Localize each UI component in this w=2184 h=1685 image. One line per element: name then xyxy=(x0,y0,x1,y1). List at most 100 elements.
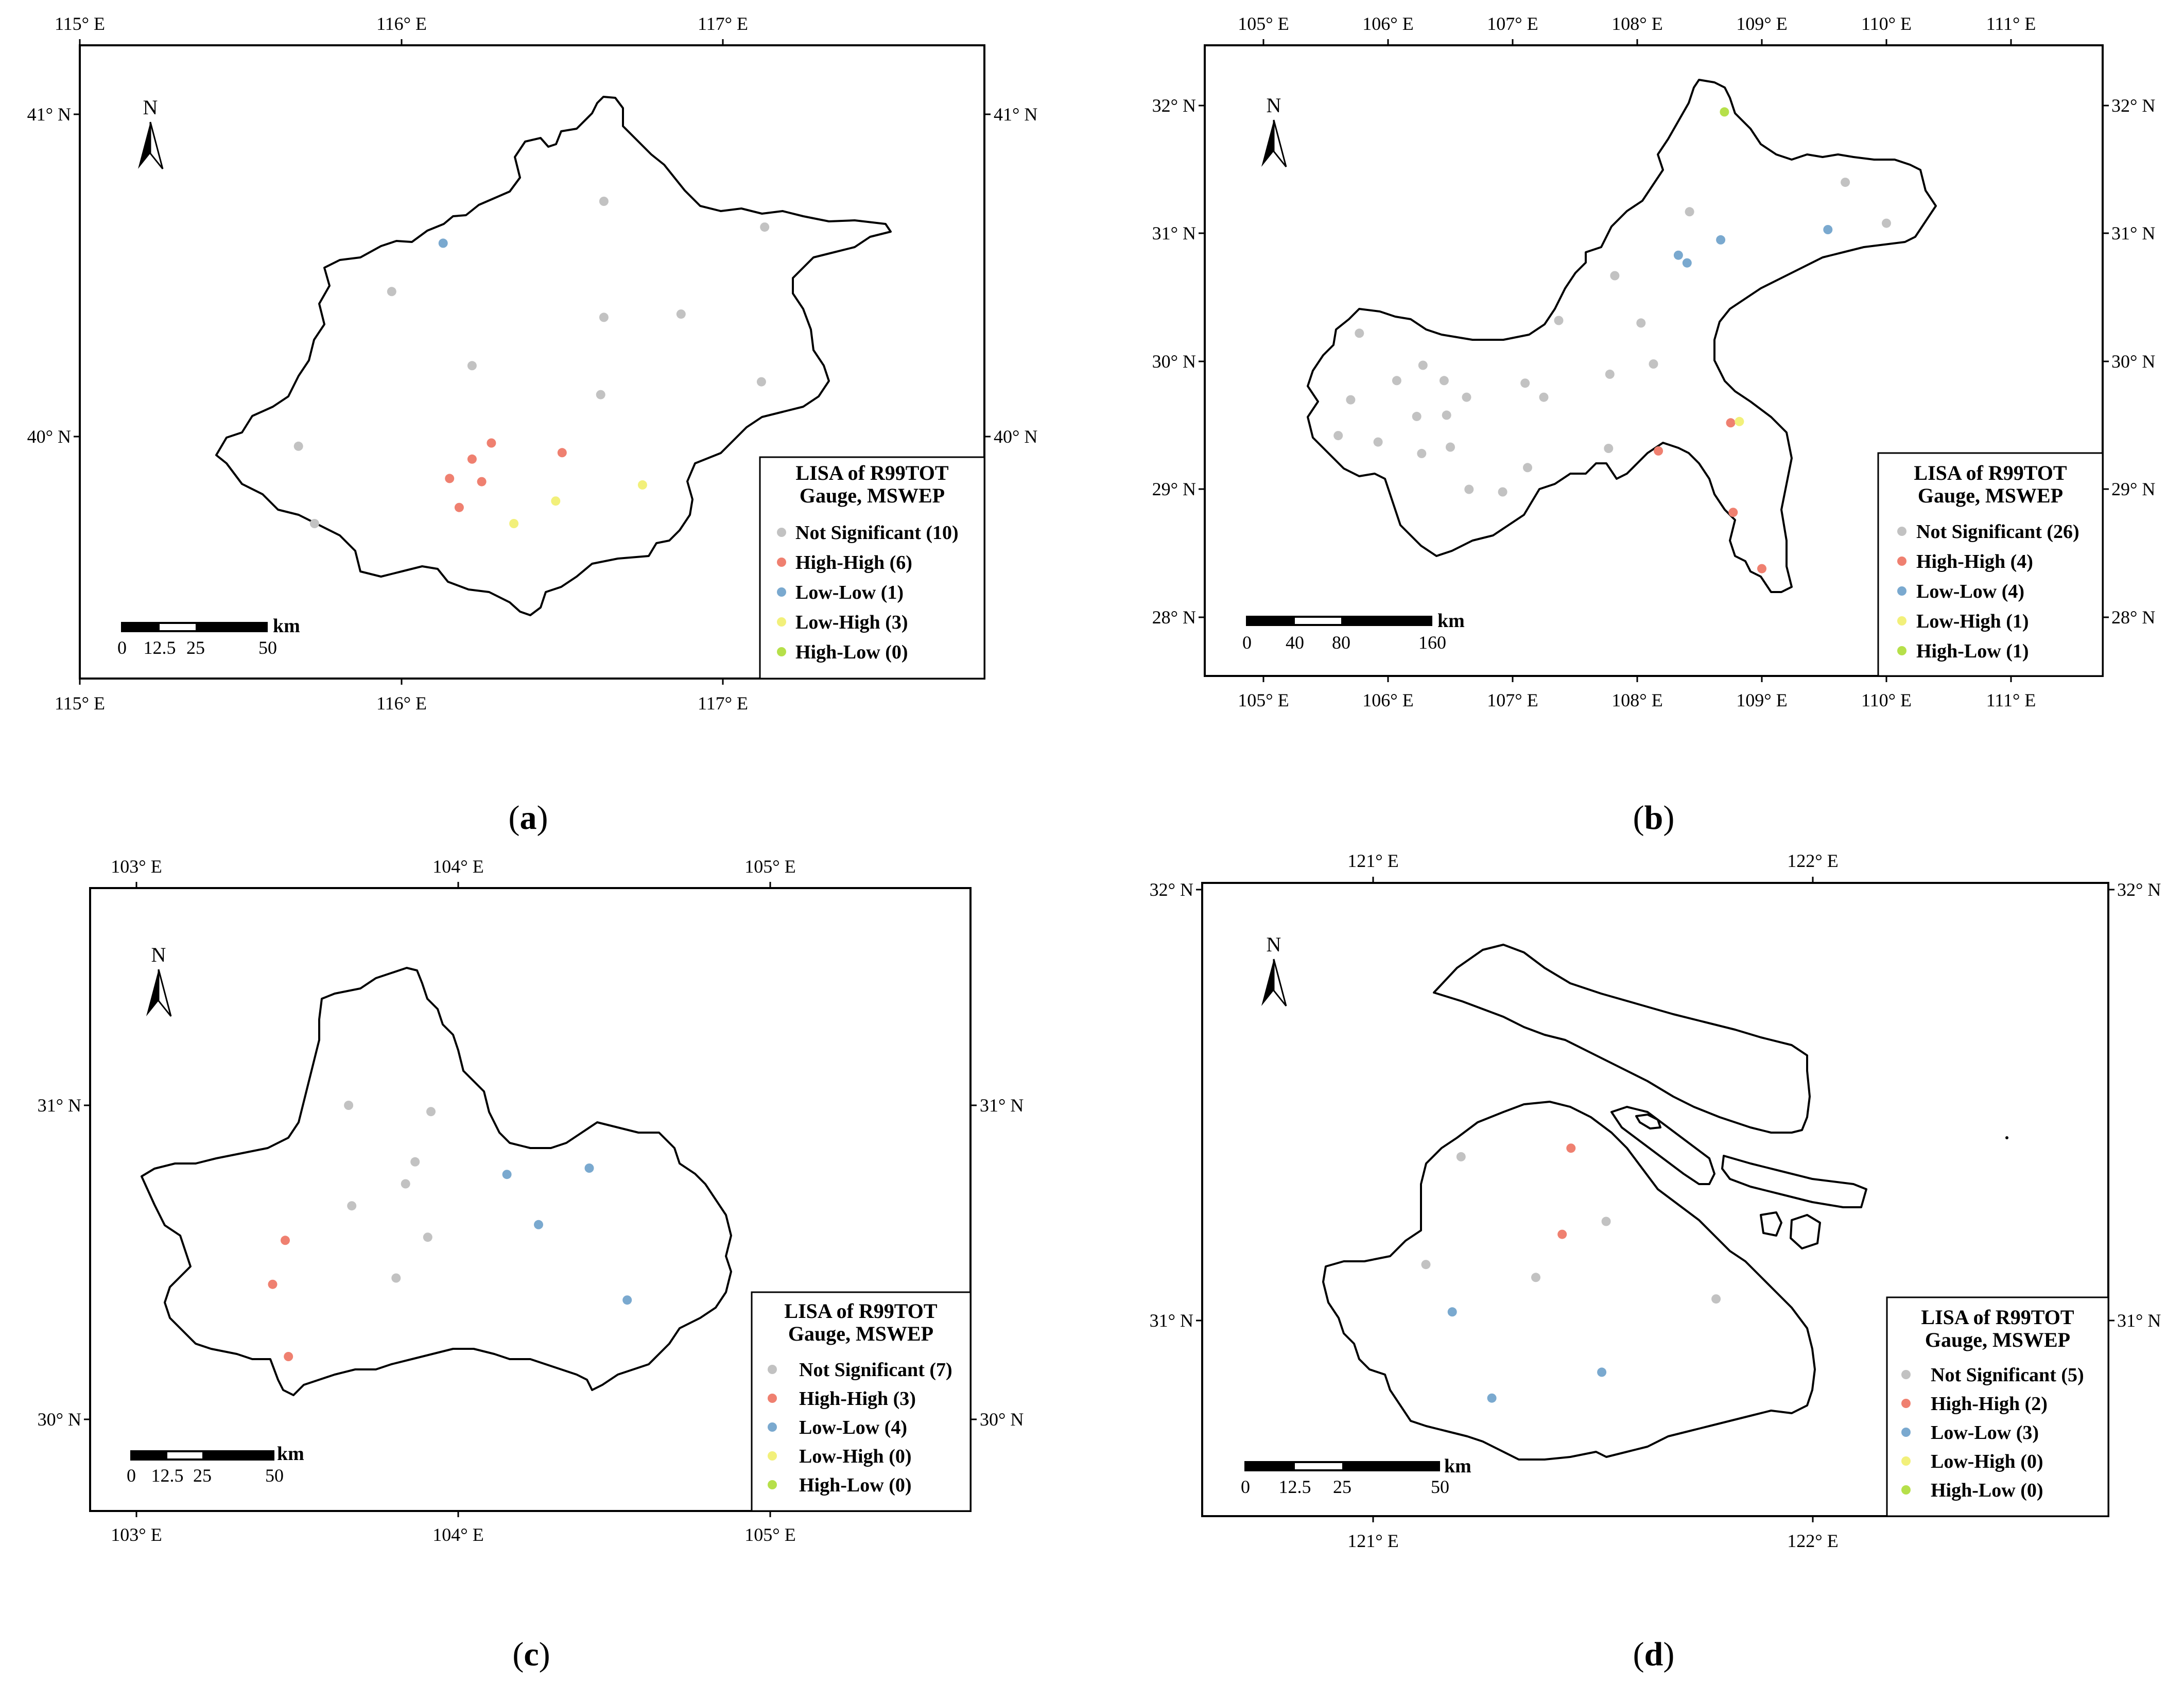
station-not-significant xyxy=(1523,463,1532,473)
panel-b-top-tick-label: 109° E xyxy=(1736,13,1787,34)
panel-b-legend: LISA of R99TOT Gauge, MSWEP Not Signific… xyxy=(1877,452,2104,677)
panel-b-bottom-tick-label: 107° E xyxy=(1487,690,1538,710)
station-not-significant xyxy=(467,361,477,371)
legend-subtitle: Gauge, MSWEP xyxy=(1925,1328,2070,1351)
legend-item: Low-Low (3) xyxy=(1931,1422,2039,1444)
panel-d-bottom-tick-label: 121° E xyxy=(1347,1531,1398,1551)
panel-a-left-tick-label: 41° N xyxy=(27,104,71,125)
legend-swatch-low-low xyxy=(1897,586,1906,596)
station-not-significant xyxy=(1841,178,1850,187)
station-low-low xyxy=(622,1295,632,1305)
scale-label: 25 xyxy=(186,637,205,658)
north-arrow-icon: N xyxy=(146,943,172,1017)
station-not-significant xyxy=(293,441,303,451)
scale-label: 160 xyxy=(1418,632,1446,653)
station-low-low xyxy=(1682,258,1692,268)
station-high-high xyxy=(487,438,496,448)
station-high-high xyxy=(557,448,567,458)
panel-d-scale-bar: km 0 12.5 25 50 xyxy=(1241,1455,1471,1497)
panel-b-label: (b) xyxy=(1633,799,1675,837)
panel-b-scale-bar: km 0 40 80 160 xyxy=(1242,610,1465,653)
station-not-significant xyxy=(1346,395,1356,405)
station-not-significant xyxy=(1649,359,1658,369)
station-not-significant xyxy=(1601,1217,1611,1226)
panel-b-left-tick-label: 32° N xyxy=(1152,95,1196,116)
north-arrow-icon: N xyxy=(138,96,164,169)
station-not-significant xyxy=(1456,1152,1466,1161)
station-not-significant xyxy=(1412,411,1422,421)
station-not-significant xyxy=(1417,448,1427,458)
panel-d-boundary xyxy=(1322,1101,1816,1461)
station-not-significant xyxy=(676,309,686,319)
panel-b-right-tick-label: 30° N xyxy=(2111,351,2155,372)
legend-subtitle: Gauge, MSWEP xyxy=(1918,484,2063,507)
legend-swatch-low-high xyxy=(777,617,786,627)
station-not-significant xyxy=(1554,316,1564,325)
scale-label: 0 xyxy=(127,1465,136,1486)
legend-swatch-high-high xyxy=(1901,1399,1911,1408)
panel-d-islet-boundary xyxy=(1610,1106,1715,1185)
panel-d-left-tick-label: 31° N xyxy=(1150,1310,1193,1331)
panel-a-top-tick-label: 115° E xyxy=(55,13,105,34)
panel-d-islet-boundary xyxy=(1635,1114,1661,1130)
panel-b-right-tick-label: 32° N xyxy=(2111,95,2155,116)
station-not-significant xyxy=(1636,318,1646,328)
panel-a-label: (a) xyxy=(509,799,548,837)
north-arrow-icon: N xyxy=(1261,94,1287,167)
station-high-high xyxy=(1654,446,1663,456)
panel-b-top-tick-label: 111° E xyxy=(1986,13,2036,34)
panel-c-right-tick-label: 31° N xyxy=(980,1095,1024,1116)
station-low-high xyxy=(509,519,519,528)
scale-label: 0 xyxy=(1242,632,1252,653)
panel-c-left-tick-label: 30° N xyxy=(38,1409,81,1430)
panel-b-left-tick-label: 30° N xyxy=(1152,351,1196,372)
station-not-significant xyxy=(391,1273,401,1283)
legend-item: High-Low (0) xyxy=(799,1474,912,1496)
station-low-low xyxy=(502,1170,512,1179)
panel-b-bottom-tick-label: 111° E xyxy=(1986,690,2036,710)
legend-item: Low-Low (1) xyxy=(795,582,904,603)
legend-swatch-high-low xyxy=(777,647,786,656)
legend-item: Low-Low (4) xyxy=(1916,581,2024,602)
station-not-significant xyxy=(1464,484,1474,494)
station-low-high xyxy=(637,480,647,490)
legend-swatch-high-high xyxy=(777,558,786,567)
legend-item: Low-High (1) xyxy=(1916,611,2029,632)
station-not-significant xyxy=(1355,328,1364,338)
legend-swatch-high-high xyxy=(768,1394,777,1403)
panel-d-map: 121° E 122° E 121° E 122° E 32° N 31° N … xyxy=(1150,850,2161,1673)
station-high-high xyxy=(1757,564,1766,574)
station-not-significant xyxy=(1531,1273,1540,1282)
station-low-low xyxy=(1716,235,1726,245)
legend-swatch-high-low xyxy=(1901,1485,1911,1495)
legend-title: LISA of R99TOT xyxy=(795,461,948,484)
scale-label: 25 xyxy=(193,1465,212,1486)
station-not-significant xyxy=(344,1101,354,1110)
scale-label: 50 xyxy=(265,1465,284,1486)
panel-d-islet-boundary xyxy=(1721,1155,1867,1208)
legend-item: High-High (6) xyxy=(795,552,912,574)
svg-text:km: km xyxy=(273,615,300,637)
panel-c-boundary xyxy=(141,967,732,1396)
scale-label: 40 xyxy=(1286,632,1304,653)
station-not-significant xyxy=(1685,207,1694,217)
legend-item: High-High (2) xyxy=(1931,1393,2048,1415)
panel-a-scale-bar: km 0 12.5 25 50 xyxy=(117,615,300,658)
legend-swatch-high-high xyxy=(1897,557,1906,566)
legend-item: High-Low (0) xyxy=(795,641,908,663)
scale-label: 25 xyxy=(1333,1476,1351,1497)
station-low-low xyxy=(1487,1393,1497,1403)
panel-a-boundary xyxy=(215,96,892,616)
legend-item: Low-High (0) xyxy=(799,1446,912,1467)
station-not-significant xyxy=(1373,437,1383,447)
panel-b-top-tick-label: 108° E xyxy=(1611,13,1662,34)
station-not-significant xyxy=(1446,442,1455,452)
station-low-low xyxy=(1447,1307,1457,1317)
legend-item: High-High (3) xyxy=(799,1388,916,1410)
legend-title: LISA of R99TOT xyxy=(1921,1306,2074,1329)
legend-subtitle: Gauge, MSWEP xyxy=(800,484,945,507)
panel-a-bottom-tick-label: 116° E xyxy=(376,693,427,714)
panel-c-top-tick-label: 103° E xyxy=(111,856,162,877)
station-not-significant xyxy=(599,312,609,322)
